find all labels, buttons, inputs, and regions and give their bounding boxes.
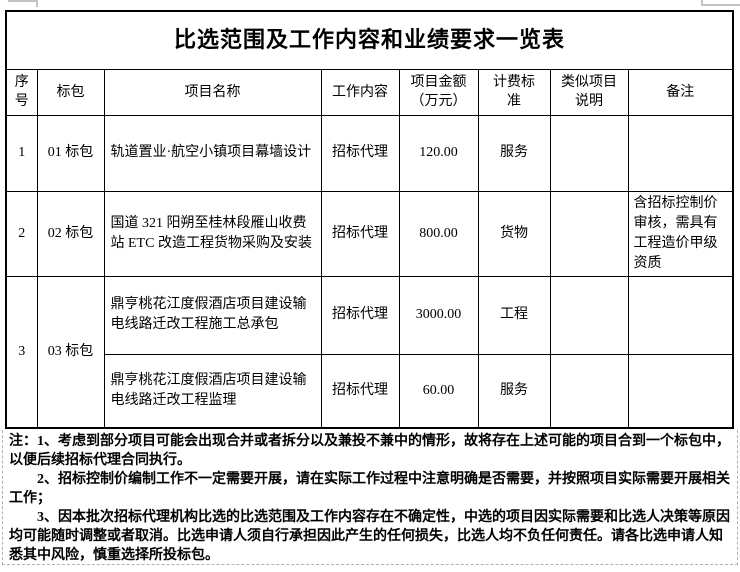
cell-similar-projects [549, 114, 629, 192]
header-project-name: 项目名称 [103, 68, 322, 116]
cell-package: 03 标包 [36, 275, 105, 429]
page-boundary-mark-top-right-horizontal [701, 4, 740, 6]
cell-amount: 800.00 [398, 190, 479, 277]
table-title-row: 比选范围及工作内容和业绩要求一览表 [5, 10, 734, 70]
cell-amount: 3000.00 [398, 275, 479, 355]
page-boundary-mark-top-left-horizontal [8, 0, 38, 2]
cell-project-name: 鼎亨桃花江度假酒店项目建设输电线路迁改工程施工总承包 [103, 275, 322, 355]
cell-fee-standard: 工程 [477, 275, 551, 355]
header-project-amount: 项目金额 （万元） [398, 68, 479, 116]
cell-similar-projects [549, 275, 629, 355]
cell-project-name: 轨道置业·航空小镇项目幕墙设计 [103, 114, 322, 192]
table-footnotes: 注：1、考虑到部分项目可能会出现合并或者拆分以及兼投不兼中的情形，故将存在上述可… [2, 430, 738, 565]
cell-similar-projects [549, 190, 629, 277]
cell-seq: 2 [5, 190, 38, 277]
cell-work-content: 招标代理 [320, 114, 400, 192]
header-seq: 序 号 [5, 68, 38, 116]
cell-fee-standard: 服务 [477, 114, 551, 192]
cell-seq: 1 [5, 114, 38, 192]
cell-remark: 含招标控制价审核，需具有工程造价甲级资质 [627, 190, 734, 277]
selection-scope-table: 比选范围及工作内容和业绩要求一览表 序 号 标包 项目名称 工作内容 项目金额 … [5, 10, 735, 429]
table-row: 鼎亨桃花江度假酒店项目建设输电线路迁改工程监理 招标代理 60.00 服务 [6, 353, 734, 429]
cell-remark [627, 353, 734, 429]
cell-remark [627, 275, 734, 355]
cell-work-content: 招标代理 [320, 275, 400, 355]
footnote-2: 2、招标控制价编制工作不一定需要开展，请在实际工作过程中注意明确是否需要，并按照… [9, 472, 730, 506]
cell-project-name: 国道 321 阳朔至桂林段雁山收费站 ETC 改造工程货物采购及安装 [103, 190, 322, 277]
cell-seq: 3 [5, 275, 38, 429]
table-row: 3 03 标包 鼎亨桃花江度假酒店项目建设输电线路迁改工程施工总承包 招标代理 … [5, 275, 734, 429]
table-title: 比选范围及工作内容和业绩要求一览表 [5, 10, 734, 70]
table-row: 2 02 标包 国道 321 阳朔至桂林段雁山收费站 ETC 改造工程货物采购及… [5, 190, 734, 277]
table-header-row: 序 号 标包 项目名称 工作内容 项目金额 （万元） 计费标 准 类似项目 说明… [5, 68, 734, 116]
page-boundary-mark-top-right-vertical [701, 0, 703, 6]
header-remark: 备注 [627, 68, 734, 116]
cell-amount: 60.00 [398, 353, 479, 429]
page-boundary-mark-top-left-vertical [36, 0, 38, 7]
header-work-content: 工作内容 [320, 68, 400, 116]
cell-amount: 120.00 [398, 114, 479, 192]
cell-work-content: 招标代理 [320, 190, 400, 277]
cell-work-content: 招标代理 [320, 353, 400, 429]
cell-similar-projects [549, 353, 629, 429]
header-similar-projects: 类似项目 说明 [549, 68, 629, 116]
header-package: 标包 [36, 68, 105, 116]
cell-project-name: 鼎亨桃花江度假酒店项目建设输电线路迁改工程监理 [103, 353, 322, 429]
cell-fee-standard: 货物 [477, 190, 551, 277]
table-row: 1 01 标包 轨道置业·航空小镇项目幕墙设计 招标代理 120.00 服务 [5, 114, 734, 192]
cell-fee-standard: 服务 [477, 353, 551, 429]
header-fee-standard: 计费标 准 [477, 68, 551, 116]
cell-remark [627, 114, 734, 192]
footnote-3: 3、因本批次招标代理机构比选的比选范围及工作内容存在不确定性，中选的项目因实际需… [9, 510, 730, 563]
cell-package: 02 标包 [36, 190, 105, 277]
footnote-1: 注：1、考虑到部分项目可能会出现合并或者拆分以及兼投不兼中的情形，故将存在上述可… [9, 434, 730, 468]
cell-package: 01 标包 [36, 114, 105, 192]
